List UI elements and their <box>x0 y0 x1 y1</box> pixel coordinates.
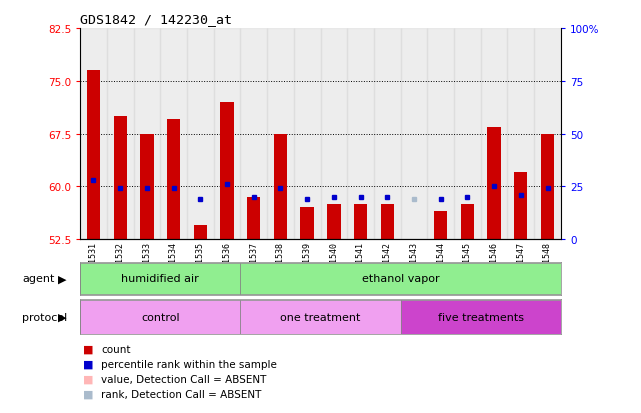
Text: one treatment: one treatment <box>280 312 361 322</box>
Bar <box>240 29 267 240</box>
Text: rank, Detection Call = ABSENT: rank, Detection Call = ABSENT <box>101 389 262 399</box>
Bar <box>327 204 340 240</box>
Bar <box>514 173 528 240</box>
Text: ethanol vapor: ethanol vapor <box>362 274 440 284</box>
Text: GDS1842 / 142230_at: GDS1842 / 142230_at <box>80 13 232 26</box>
Bar <box>401 300 561 334</box>
Bar <box>347 29 374 240</box>
Bar <box>80 29 107 240</box>
Bar <box>481 29 508 240</box>
Text: value, Detection Call = ABSENT: value, Detection Call = ABSENT <box>101 374 267 384</box>
Text: ■: ■ <box>83 389 94 399</box>
Text: ▶: ▶ <box>58 312 66 322</box>
Bar <box>401 29 428 240</box>
Text: percentile rank within the sample: percentile rank within the sample <box>101 359 277 369</box>
Text: five treatments: five treatments <box>438 312 524 322</box>
Bar <box>381 204 394 240</box>
Bar <box>80 263 240 294</box>
Bar <box>213 29 240 240</box>
Text: protocol: protocol <box>22 312 68 322</box>
Text: ■: ■ <box>83 359 94 369</box>
Bar <box>428 29 454 240</box>
Bar <box>87 71 100 240</box>
Bar <box>541 134 554 240</box>
Bar <box>487 127 501 240</box>
Bar <box>534 29 561 240</box>
Text: count: count <box>101 344 131 354</box>
Bar <box>160 29 187 240</box>
Bar <box>247 197 260 240</box>
Bar <box>167 120 180 240</box>
Bar <box>294 29 320 240</box>
Text: humidified air: humidified air <box>121 274 199 284</box>
Bar <box>454 29 481 240</box>
Text: agent: agent <box>22 274 55 284</box>
Bar <box>133 29 160 240</box>
Text: control: control <box>141 312 179 322</box>
Bar <box>354 204 367 240</box>
Text: ■: ■ <box>83 374 94 384</box>
Text: ▶: ▶ <box>58 274 66 284</box>
Text: ■: ■ <box>83 344 94 354</box>
Bar <box>434 211 447 240</box>
Bar <box>80 300 240 334</box>
Bar <box>187 29 213 240</box>
Bar <box>221 103 234 240</box>
Bar <box>461 204 474 240</box>
Bar <box>374 29 401 240</box>
Bar <box>240 263 561 294</box>
Bar <box>301 208 314 240</box>
Bar <box>508 29 534 240</box>
Bar <box>274 134 287 240</box>
Bar <box>240 300 401 334</box>
Bar <box>267 29 294 240</box>
Bar <box>320 29 347 240</box>
Bar <box>113 116 127 240</box>
Bar <box>194 225 207 240</box>
Bar <box>140 134 154 240</box>
Bar <box>107 29 133 240</box>
